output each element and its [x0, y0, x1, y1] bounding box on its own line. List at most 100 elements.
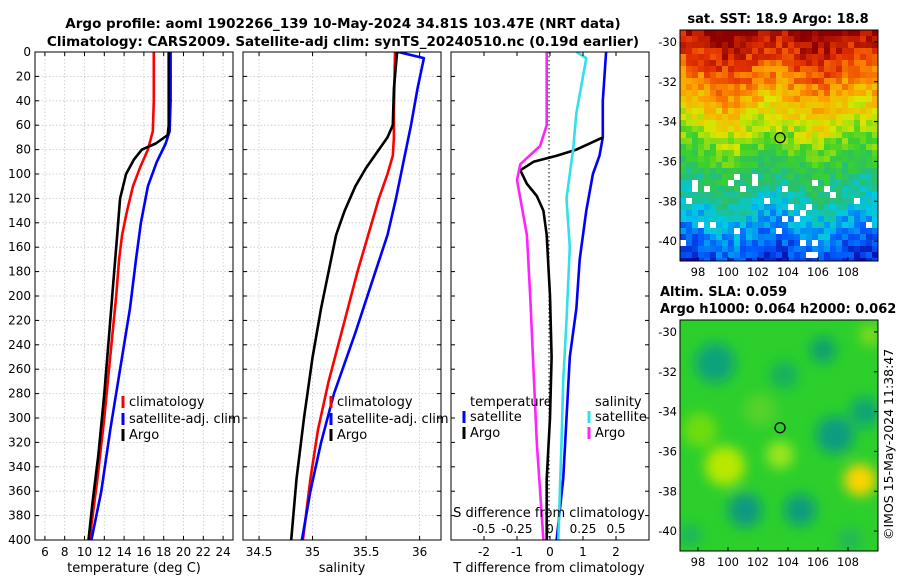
depth-tick-label: 0 [23, 45, 31, 59]
s-difference-tick-label: 0.5 [606, 522, 625, 536]
depth-tick-label: 320 [8, 435, 31, 449]
legend-satellite-clim: satellite-adj. clim [337, 412, 449, 427]
series-line-argo [289, 52, 399, 540]
depth-tick-label: 220 [8, 313, 31, 327]
x-tick-label: 1 [579, 545, 587, 559]
longitude-tick-label: 108 [837, 555, 859, 569]
latitude-tick-label: -38 [658, 484, 677, 498]
depth-tick-label: 340 [8, 460, 31, 474]
series-line-temperature-satellite [555, 52, 608, 540]
depth-tick-label: 300 [8, 411, 31, 425]
x-tick-label: 16 [136, 545, 151, 559]
depth-tick-label: 140 [8, 216, 31, 230]
depth-tick-label: 200 [8, 289, 31, 303]
imos-credit: ©IMOS 15-May-2024 11:38:47 [881, 349, 896, 540]
x-tick-label: 6 [41, 545, 49, 559]
legend-sal-argo: Argo [595, 426, 625, 441]
depth-tick-label: 80 [16, 143, 31, 157]
temperature-legend: climatology satellite-adj. clim Argo [121, 395, 241, 443]
argo-position-marker [774, 422, 786, 434]
depth-tick-label: 100 [8, 167, 31, 181]
salinity-panel: 34.5 35 35.5 36 salinity [242, 51, 442, 576]
x-tick-label: 35.5 [353, 545, 380, 559]
latitude-tick-label: -32 [658, 75, 677, 89]
legend-argo: Argo [129, 428, 159, 443]
series-line-argo [87, 52, 170, 540]
longitude-tick-label: 108 [837, 265, 859, 279]
depth-tick-label: 360 [8, 484, 31, 498]
x-tick-label: 22 [196, 545, 211, 559]
x-tick-label: 20 [176, 545, 191, 559]
s-difference-tick-label: 0.25 [570, 522, 597, 536]
latitude-tick-label: -34 [658, 115, 677, 129]
latitude-tick-label: -34 [658, 405, 677, 419]
sla-map-title: Altim. SLA: 0.059 [660, 285, 787, 300]
longitude-tick-label: 98 [691, 265, 706, 279]
sla-map-subtitle: Argo h1000: 0.064 h2000: 0.062 [660, 302, 896, 317]
x-tick-label: 34.5 [246, 545, 273, 559]
latitude-tick-label: -40 [658, 234, 677, 248]
depth-tick-label: 260 [8, 362, 31, 376]
longitude-tick-label: 104 [777, 265, 799, 279]
s-difference-tick-label: -0.5 [472, 522, 495, 536]
x-tick-label: 0 [546, 545, 554, 559]
s-difference-tick-label: 0 [546, 522, 554, 536]
salinity-axis-label: salinity [319, 561, 366, 576]
depth-tick-label: 380 [8, 509, 31, 523]
x-tick-label: 2 [612, 545, 620, 559]
latitude-tick-label: -36 [658, 154, 677, 168]
legend-climatology: climatology [129, 395, 205, 410]
x-tick-label: 24 [215, 545, 230, 559]
x-tick-label: 8 [61, 545, 69, 559]
figure-title-line-2: Climatology: CARS2009. Satellite-adj cli… [47, 34, 639, 50]
x-tick-label: 18 [156, 545, 171, 559]
depth-tick-label: 240 [8, 338, 31, 352]
s-difference-axis-label: S difference from climatology [453, 506, 645, 521]
longitude-tick-label: 98 [691, 555, 706, 569]
legend-sal-satellite: satellite [595, 410, 647, 425]
figure-title-line-1: Argo profile: aoml 1902266_139 10-May-20… [65, 16, 620, 32]
depth-tick-label: 60 [16, 118, 31, 132]
depth-tick-label: 160 [8, 240, 31, 254]
temperature-axis-label: temperature (deg C) [67, 561, 201, 576]
longitude-tick-label: 104 [777, 555, 799, 569]
x-tick-label: 36 [412, 545, 427, 559]
x-tick-label: 35 [305, 545, 320, 559]
legend-temp-argo: Argo [470, 426, 500, 441]
latitude-tick-label: -30 [658, 35, 677, 49]
legend-temp-satellite: satellite [470, 410, 522, 425]
depth-tick-label: 280 [8, 387, 31, 401]
s-difference-tick-label: -0.25 [501, 522, 532, 536]
depth-tick-label: 20 [16, 69, 31, 83]
longitude-tick-label: 100 [717, 555, 739, 569]
sla-map: Altim. SLA: 0.059 Argo h1000: 0.064 h200… [658, 285, 896, 569]
depth-tick-label: 120 [8, 191, 31, 205]
temperature-panel: 0 20 40 60 80 100 120 140 160 180 200 220 240 260 280 3… [8, 45, 234, 576]
difference-panel: -2 -1 0 1 2 T difference from climatology S … [450, 51, 650, 576]
series-line-satellite-adj-clim [300, 52, 426, 540]
depth-tick-label: 400 [8, 533, 31, 547]
t-difference-axis-label: T difference from climatology [452, 561, 645, 576]
salinity-legend: climatology satellite-adj. clim Argo [329, 395, 449, 443]
latitude-tick-label: -38 [658, 194, 677, 208]
latitude-tick-label: -40 [658, 524, 677, 538]
latitude-tick-label: -30 [658, 325, 677, 339]
x-tick-label: 10 [77, 545, 92, 559]
series-line-climatology [88, 52, 156, 540]
longitude-tick-label: 100 [717, 265, 739, 279]
legend-salinity-title: salinity [595, 395, 642, 410]
sst-map: sat. SST: 18.9 Argo: 18.8 98 100 102 104 106… [658, 12, 879, 279]
depth-tick-label: 40 [16, 94, 31, 108]
latitude-tick-label: -36 [658, 444, 677, 458]
series-line-temperature-argo [518, 136, 604, 540]
series-line-satellite-adj-clim [90, 52, 172, 540]
longitude-tick-label: 106 [807, 555, 829, 569]
latitude-tick-label: -32 [658, 365, 677, 379]
depth-tick-label: 180 [8, 265, 31, 279]
series-line-climatology [301, 52, 397, 540]
argo-position-marker [774, 132, 786, 144]
series-line-salinity-argo [515, 52, 549, 540]
x-tick-label: -1 [511, 545, 523, 559]
legend-satellite-clim: satellite-adj. clim [129, 412, 241, 427]
